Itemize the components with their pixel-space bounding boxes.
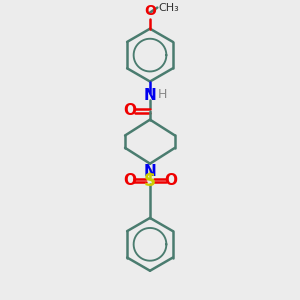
Text: N: N: [144, 164, 156, 179]
Text: O: O: [144, 4, 156, 18]
Text: O: O: [123, 173, 136, 188]
Text: CH₃: CH₃: [158, 3, 179, 13]
Text: S: S: [144, 172, 156, 190]
Text: O: O: [124, 103, 136, 118]
Text: H: H: [158, 88, 168, 100]
Text: N: N: [144, 88, 156, 103]
Text: O: O: [164, 173, 177, 188]
